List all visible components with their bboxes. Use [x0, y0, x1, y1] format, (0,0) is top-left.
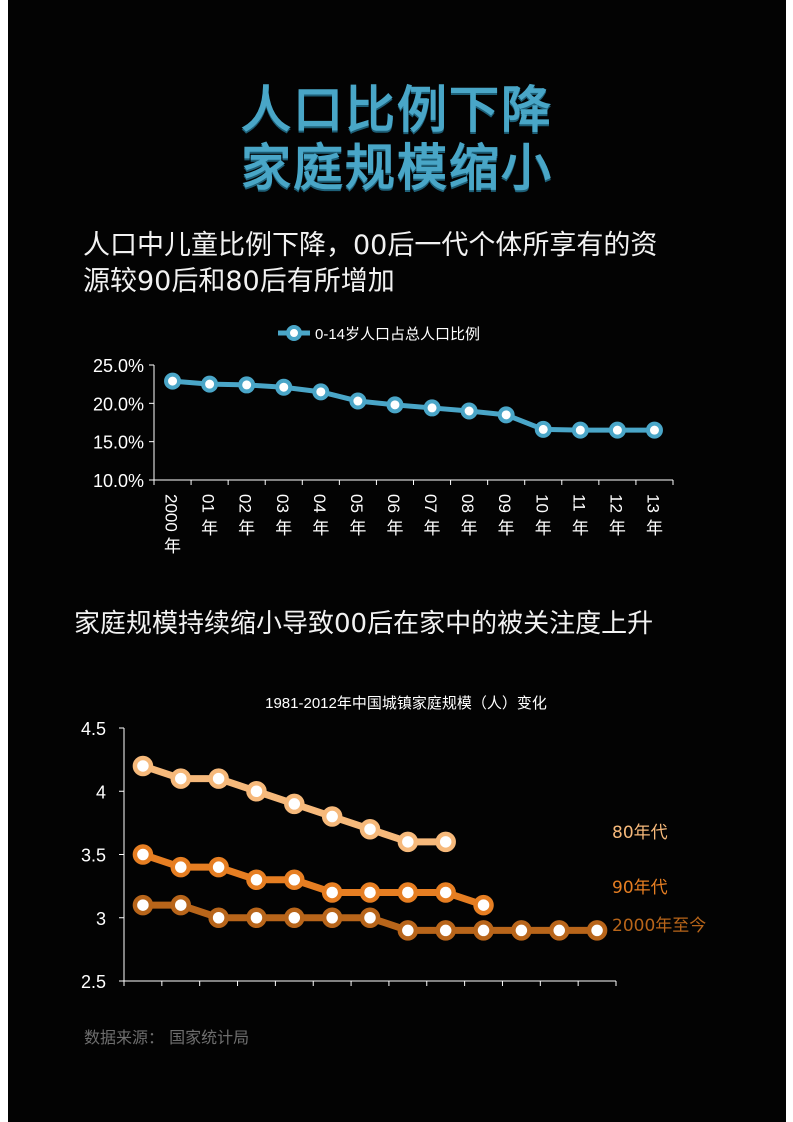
series-label: 2000年至今 — [612, 916, 706, 936]
data-point — [201, 375, 219, 393]
data-point — [349, 392, 367, 410]
data-point — [473, 920, 494, 941]
main-title-line-2: 家庭规模缩小 — [241, 139, 553, 197]
household-size-chart: 1981-2012年中国城镇家庭规模（人）变化 2.5 3 3.5 4 4.5 80年代 90… — [81, 695, 706, 992]
x-tick-label: 12 — [606, 494, 625, 513]
y-tick-label: 4.5 — [81, 719, 106, 739]
x-tick-unit: 年 — [164, 537, 181, 556]
data-point — [645, 421, 663, 439]
poster: 人口比例下降 家庭规模缩小 人口中儿童比例下降，00后一代个体所享有的资 源较9… — [8, 0, 786, 1122]
legend-label: 0-14岁人口占总人口比例 — [315, 326, 480, 343]
data-point — [460, 402, 478, 420]
x-tick-unit: 年 — [349, 519, 366, 538]
data-point — [132, 755, 154, 777]
data-point — [534, 420, 552, 438]
x-tick-label: 2000 — [162, 494, 181, 532]
x-tick-label: 06 — [384, 494, 403, 513]
legend-marker — [286, 325, 302, 341]
x-tick-label: 09 — [495, 494, 514, 513]
data-point — [321, 907, 343, 928]
data-point — [170, 856, 192, 878]
x-tick-unit: 年 — [424, 519, 441, 538]
x-tick-label: 07 — [421, 494, 440, 513]
series-label: 80年代 — [612, 823, 668, 843]
x-tick-unit: 年 — [498, 519, 515, 538]
data-point — [548, 920, 570, 941]
x-tick-label: 01 — [199, 494, 218, 513]
x-tick-label: 13 — [643, 494, 662, 513]
series-label: 90年代 — [612, 878, 668, 898]
data-point — [397, 882, 419, 903]
data-point — [359, 818, 381, 840]
data-point — [497, 406, 515, 424]
data-point — [397, 920, 419, 941]
data-point — [321, 882, 343, 903]
x-tick-unit: 年 — [386, 519, 403, 538]
y-tick-label: 20.0% — [93, 394, 144, 414]
children-ratio-chart: 0-14岁人口占总人口比例 10.0% 15.0% 20.0% 25.0% 2000 年 01… — [93, 325, 674, 556]
y-tick-label: 3.5 — [81, 846, 106, 866]
x-tick-label: 02 — [236, 494, 255, 513]
main-title-line-1: 人口比例下降 — [241, 81, 553, 139]
data-point — [435, 882, 456, 903]
data-source: 数据来源： 国家统计局 — [84, 1028, 250, 1047]
data-point — [164, 372, 182, 390]
y-tick-label: 10.0% — [93, 471, 144, 491]
section2-heading: 家庭规模持续缩小导致00后在家中的被关注度上升 — [74, 609, 654, 639]
data-point — [608, 421, 626, 439]
data-point — [132, 894, 154, 916]
y-tick-label: 15.0% — [93, 433, 144, 453]
data-point — [208, 907, 229, 928]
x-tick-unit: 年 — [535, 519, 552, 538]
data-point — [397, 831, 419, 853]
data-point — [321, 806, 343, 827]
chart-title: 1981-2012年中国城镇家庭规模（人）变化 — [265, 695, 547, 712]
data-point — [275, 378, 293, 396]
data-point — [132, 844, 154, 865]
series-line — [141, 851, 485, 909]
data-point — [238, 376, 256, 394]
x-tick-unit: 年 — [238, 519, 255, 538]
y-tick-label: 4 — [96, 782, 106, 802]
x-tick-label: 03 — [273, 494, 292, 513]
data-point — [246, 907, 267, 928]
data-point — [312, 383, 330, 401]
x-tick-label: 04 — [310, 494, 329, 513]
data-point — [208, 856, 229, 878]
data-point — [208, 768, 229, 789]
data-point — [170, 894, 192, 916]
data-point — [423, 399, 441, 417]
y-tick-label: 25.0% — [93, 356, 144, 376]
x-tick-unit: 年 — [461, 519, 478, 538]
x-tick-label: 08 — [458, 494, 477, 513]
x-tick-unit: 年 — [201, 519, 218, 538]
x-tick-unit: 年 — [312, 519, 329, 538]
data-point — [435, 831, 456, 853]
y-tick-label: 3 — [96, 909, 106, 929]
x-tick-label: 11 — [569, 494, 588, 512]
data-point — [170, 768, 192, 789]
x-tick-unit: 年 — [646, 519, 663, 538]
x-tick-unit: 年 — [572, 519, 589, 538]
data-point — [246, 781, 267, 802]
section1-heading-line-2: 源较90后和80后有所增加 — [83, 266, 395, 297]
data-point — [284, 907, 305, 928]
section1-heading-line-1: 人口中儿童比例下降，00后一代个体所享有的资 — [83, 230, 658, 261]
data-point — [586, 920, 608, 941]
data-point — [571, 421, 589, 439]
x-tick-unit: 年 — [609, 519, 626, 538]
data-point — [435, 920, 456, 941]
y-tick-label: 2.5 — [81, 972, 106, 992]
data-point — [511, 920, 532, 941]
data-point — [473, 894, 494, 916]
x-tick-unit: 年 — [275, 519, 292, 538]
data-point — [246, 869, 267, 891]
data-point — [284, 793, 305, 815]
data-point — [359, 907, 381, 928]
data-point — [386, 396, 404, 414]
x-tick-label: 05 — [347, 494, 366, 513]
data-point — [359, 882, 381, 903]
data-point — [284, 869, 305, 891]
x-tick-label: 10 — [532, 494, 551, 513]
